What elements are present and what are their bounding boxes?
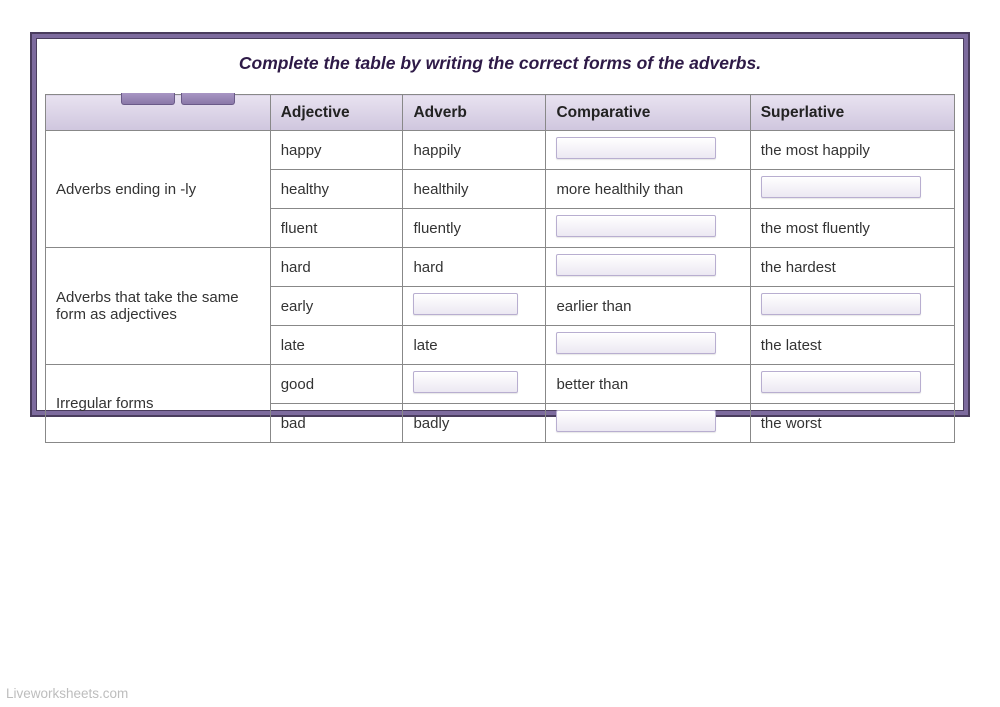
cell-adverb	[403, 287, 546, 326]
table-row: Irregular forms good better than	[46, 365, 955, 404]
answer-input[interactable]	[556, 410, 716, 432]
cell-comparative: better than	[546, 365, 750, 404]
tab-decor	[181, 93, 235, 105]
cell-adjective: late	[270, 326, 403, 365]
worksheet-panel: Complete the table by writing the correc…	[36, 38, 964, 411]
cell-adjective: early	[270, 287, 403, 326]
cell-adverb: fluently	[403, 209, 546, 248]
cell-adverb	[403, 365, 546, 404]
cell-superlative	[750, 287, 954, 326]
col-adjective: Adjective	[270, 95, 403, 131]
answer-input[interactable]	[761, 176, 921, 198]
cell-superlative	[750, 365, 954, 404]
col-adverb: Adverb	[403, 95, 546, 131]
instruction-title: Complete the table by writing the correc…	[37, 39, 963, 90]
cell-comparative: earlier than	[546, 287, 750, 326]
watermark: Liveworksheets.com	[6, 686, 128, 701]
cell-superlative: the worst	[750, 404, 954, 443]
cell-adjective: hard	[270, 248, 403, 287]
tab-decor	[121, 93, 175, 105]
cell-adverb: late	[403, 326, 546, 365]
worksheet-frame: Complete the table by writing the correc…	[30, 32, 970, 417]
col-superlative: Superlative	[750, 95, 954, 131]
cell-comparative	[546, 248, 750, 287]
cell-superlative: the most happily	[750, 131, 954, 170]
cell-adjective: good	[270, 365, 403, 404]
cell-superlative: the latest	[750, 326, 954, 365]
cell-adverb: happily	[403, 131, 546, 170]
table-row: Adverbs ending in -ly happy happily the …	[46, 131, 955, 170]
table-row: Adverbs that take the same form as adjec…	[46, 248, 955, 287]
answer-input[interactable]	[761, 293, 921, 315]
cell-adjective: healthy	[270, 170, 403, 209]
cell-adjective: happy	[270, 131, 403, 170]
cell-superlative	[750, 170, 954, 209]
answer-input[interactable]	[556, 254, 716, 276]
group-label: Adverbs ending in -ly	[46, 131, 271, 248]
cell-comparative	[546, 209, 750, 248]
answer-input[interactable]	[761, 371, 921, 393]
group-label: Irregular forms	[46, 365, 271, 443]
cell-comparative: more healthily than	[546, 170, 750, 209]
col-comparative: Comparative	[546, 95, 750, 131]
cell-adjective: bad	[270, 404, 403, 443]
cell-adverb: badly	[403, 404, 546, 443]
answer-input[interactable]	[556, 332, 716, 354]
answer-input[interactable]	[556, 215, 716, 237]
answer-input[interactable]	[413, 293, 518, 315]
cell-superlative: the hardest	[750, 248, 954, 287]
group-label: Adverbs that take the same form as adjec…	[46, 248, 271, 365]
answer-input[interactable]	[556, 137, 716, 159]
adverbs-table: Adjective Adverb Comparative Superlative…	[45, 94, 955, 443]
cell-superlative: the most fluently	[750, 209, 954, 248]
cell-adjective: fluent	[270, 209, 403, 248]
answer-input[interactable]	[413, 371, 518, 393]
cell-adverb: healthily	[403, 170, 546, 209]
decorative-tabs	[121, 93, 235, 105]
cell-adverb: hard	[403, 248, 546, 287]
cell-comparative	[546, 326, 750, 365]
cell-comparative	[546, 404, 750, 443]
cell-comparative	[546, 131, 750, 170]
